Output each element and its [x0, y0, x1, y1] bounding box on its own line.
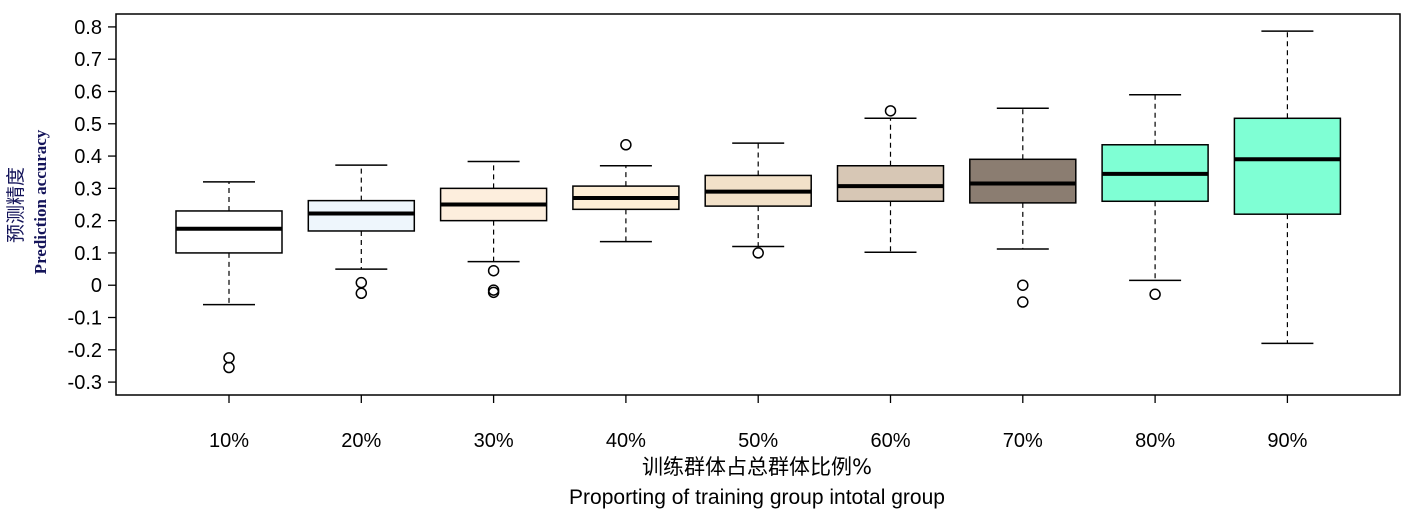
box-5	[704, 142, 812, 259]
y-tick-label: 0.7	[74, 49, 102, 71]
outlier-point	[487, 284, 500, 296]
box-iqr	[1233, 117, 1342, 215]
y-axis-label: 预测精度	[5, 167, 27, 243]
y-tick-label: 0.4	[74, 146, 102, 168]
axes: 0.8 0.7 0.6 0.5 0.4 0.3 0.2 0.1 0 -0.1 -0.2 -0.3 10%…	[68, 13, 1401, 452]
x-tick-label: 30%	[474, 430, 514, 452]
outlier-point	[355, 287, 368, 300]
x-tick-label: 10%	[209, 430, 249, 452]
box-6	[836, 105, 945, 254]
y-tick-label: -0.2	[68, 340, 102, 362]
y-tick-label: -0.3	[68, 372, 102, 394]
box-iqr	[175, 210, 283, 254]
x-axis-label: 训练群体占总群体比例%	[642, 455, 872, 479]
x-tick-label: 20%	[341, 430, 381, 452]
x-axis-label-english: Proporting of training group intotal gro…	[569, 486, 945, 509]
outlier-point	[1149, 288, 1161, 301]
y-tick-label: 0.2	[74, 211, 102, 233]
box-iqr	[969, 158, 1077, 204]
x-tick-label: 90%	[1267, 430, 1307, 452]
y-tick-label: 0.1	[74, 243, 102, 265]
plot-area	[175, 30, 1342, 374]
box-9	[1233, 30, 1342, 345]
box-iqr	[836, 165, 945, 203]
y-tick-label: 0.8	[74, 17, 102, 39]
x-tick-label: 60%	[870, 430, 910, 452]
outlier-point	[884, 105, 897, 117]
outlier-point	[487, 264, 500, 277]
outlier-point	[620, 139, 632, 151]
x-tick-label: 70%	[1003, 430, 1043, 452]
outlier-point	[487, 286, 500, 299]
box-8	[1101, 93, 1209, 301]
box-2	[307, 164, 416, 300]
box-1	[175, 181, 283, 374]
x-tick-label: 50%	[738, 430, 778, 452]
y-tick-label: -0.1	[68, 308, 102, 330]
outlier-point	[752, 247, 764, 259]
y-tick-label: 0.5	[74, 114, 102, 136]
box-iqr	[307, 199, 416, 232]
outlier-point	[1017, 279, 1029, 291]
box-7	[969, 107, 1077, 308]
box-3	[439, 160, 548, 299]
y-tick-label: 0.3	[74, 178, 102, 200]
box-4	[572, 139, 680, 243]
y-tick-label: 0	[91, 275, 102, 297]
x-tick-label: 80%	[1135, 430, 1175, 452]
x-tick-label: 40%	[606, 430, 646, 452]
outlier-point	[1017, 296, 1029, 308]
outlier-point	[223, 361, 235, 374]
y-axis-label-english: Prediction accuracy	[31, 129, 50, 274]
outlier-point	[355, 276, 368, 289]
y-tick-label: 0.6	[74, 81, 102, 103]
outlier-point	[223, 352, 235, 364]
